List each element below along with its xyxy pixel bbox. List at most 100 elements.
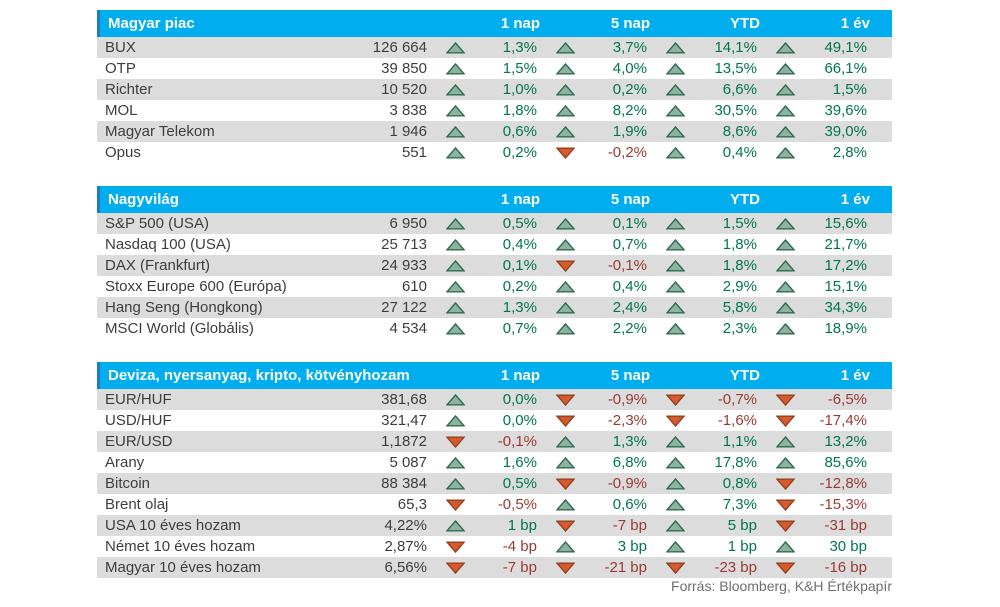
change-direction-cell	[757, 431, 814, 452]
change-value: 0,0%	[502, 391, 537, 408]
change-value: 0,6%	[502, 123, 537, 140]
instrument-value: 4 534	[389, 320, 427, 337]
up-triangle-icon	[446, 259, 465, 272]
change-value: 85,6%	[824, 454, 867, 471]
instrument-value: 126 664	[372, 39, 427, 56]
table-row: Bitcoin 88 384 0,5% -0,9% 0,8% -12,8%	[97, 473, 892, 494]
change-direction-cell	[757, 557, 814, 578]
instrument-value: 6,56%	[384, 559, 427, 576]
change-value: 7,3%	[722, 496, 757, 513]
up-triangle-icon	[666, 83, 685, 96]
change-value: -0,1%	[607, 257, 647, 274]
change-direction-cell	[757, 58, 814, 79]
source-note: Forrás: Bloomberg, K&H Értékpapír	[671, 578, 892, 594]
up-triangle-icon	[666, 259, 685, 272]
instrument-name: USD/HUF	[105, 412, 172, 429]
table-header: Magyar piac 1 nap 5 nap YTD 1 év	[97, 10, 892, 37]
up-triangle-icon	[776, 125, 795, 138]
down-triangle-icon	[776, 415, 795, 427]
table-title: Magyar piac	[108, 15, 195, 32]
down-triangle-icon	[666, 562, 685, 574]
up-triangle-icon	[666, 322, 685, 335]
table-row: USD/HUF 321,47 0,0% -2,3% -1,6% -17,4%	[97, 410, 892, 431]
instrument-name: USA 10 éves hozam	[105, 517, 241, 534]
market-table: Magyar piac 1 nap 5 nap YTD 1 év BUX 126 664 1,…	[97, 10, 892, 163]
down-triangle-icon	[446, 436, 465, 448]
up-triangle-icon	[556, 83, 575, 96]
change-value: 15,1%	[824, 278, 867, 295]
change-value: 1,5%	[832, 81, 867, 98]
change-value: 0,6%	[612, 496, 647, 513]
change-value: -0,9%	[607, 475, 647, 492]
instrument-value: 25 713	[381, 236, 427, 253]
down-triangle-icon	[556, 520, 575, 532]
change-value: 15,6%	[824, 215, 867, 232]
change-direction-cell	[537, 494, 594, 515]
up-triangle-icon	[446, 322, 465, 335]
change-value: 13,2%	[824, 433, 867, 450]
change-direction-cell	[537, 452, 594, 473]
up-triangle-icon	[776, 301, 795, 314]
instrument-name: Arany	[105, 454, 145, 471]
column-header: YTD	[730, 15, 760, 32]
instrument-value: 2,87%	[384, 538, 427, 555]
up-triangle-icon	[556, 322, 575, 335]
change-value: -0,2%	[607, 144, 647, 161]
change-direction-cell	[647, 276, 704, 297]
down-triangle-icon	[556, 260, 575, 272]
change-value: -6,5%	[827, 391, 867, 408]
change-direction-cell	[537, 389, 594, 410]
change-direction-cell	[427, 515, 484, 536]
change-direction-cell	[537, 234, 594, 255]
change-direction-cell	[757, 515, 814, 536]
up-triangle-icon	[776, 540, 795, 553]
change-direction-cell	[647, 557, 704, 578]
change-value: 0,7%	[502, 320, 537, 337]
change-direction-cell	[537, 121, 594, 142]
down-triangle-icon	[776, 520, 795, 532]
change-direction-cell	[537, 79, 594, 100]
change-value: 0,5%	[502, 475, 537, 492]
down-triangle-icon	[776, 499, 795, 511]
change-direction-cell	[757, 121, 814, 142]
change-direction-cell	[647, 58, 704, 79]
instrument-name: MOL	[105, 102, 138, 119]
up-triangle-icon	[556, 456, 575, 469]
up-triangle-icon	[776, 259, 795, 272]
change-value: 13,5%	[714, 60, 757, 77]
change-value: 18,9%	[824, 320, 867, 337]
instrument-value: 4,22%	[384, 517, 427, 534]
up-triangle-icon	[556, 125, 575, 138]
change-value: 5 bp	[727, 517, 757, 534]
change-direction-cell	[427, 494, 484, 515]
change-direction-cell	[647, 255, 704, 276]
change-value: -1,6%	[717, 412, 757, 429]
column-header: 5 nap	[610, 367, 650, 384]
change-direction-cell	[427, 37, 484, 58]
down-triangle-icon	[666, 415, 685, 427]
up-triangle-icon	[666, 217, 685, 230]
up-triangle-icon	[556, 104, 575, 117]
table-row: S&P 500 (USA) 6 950 0,5% 0,1% 1,5% 15,6%	[97, 213, 892, 234]
change-value: 0,2%	[502, 278, 537, 295]
instrument-name: S&P 500 (USA)	[105, 215, 209, 232]
instrument-name: Német 10 éves hozam	[105, 538, 256, 555]
up-triangle-icon	[666, 104, 685, 117]
change-direction-cell	[427, 473, 484, 494]
change-value: -31 bp	[824, 517, 867, 534]
change-direction-cell	[427, 389, 484, 410]
change-value: 39,6%	[824, 102, 867, 119]
table-row: Magyar 10 éves hozam 6,56% -7 bp -21 bp -23 …	[97, 557, 892, 578]
change-value: 1,6%	[502, 454, 537, 471]
change-direction-cell	[537, 58, 594, 79]
up-triangle-icon	[556, 217, 575, 230]
instrument-value: 24 933	[381, 257, 427, 274]
change-direction-cell	[537, 410, 594, 431]
table-row: DAX (Frankfurt) 24 933 0,1% -0,1% 1,8% 17,2%	[97, 255, 892, 276]
instrument-value: 39 850	[381, 60, 427, 77]
change-direction-cell	[537, 473, 594, 494]
change-direction-cell	[537, 536, 594, 557]
up-triangle-icon	[776, 322, 795, 335]
down-triangle-icon	[556, 147, 575, 159]
change-direction-cell	[537, 297, 594, 318]
